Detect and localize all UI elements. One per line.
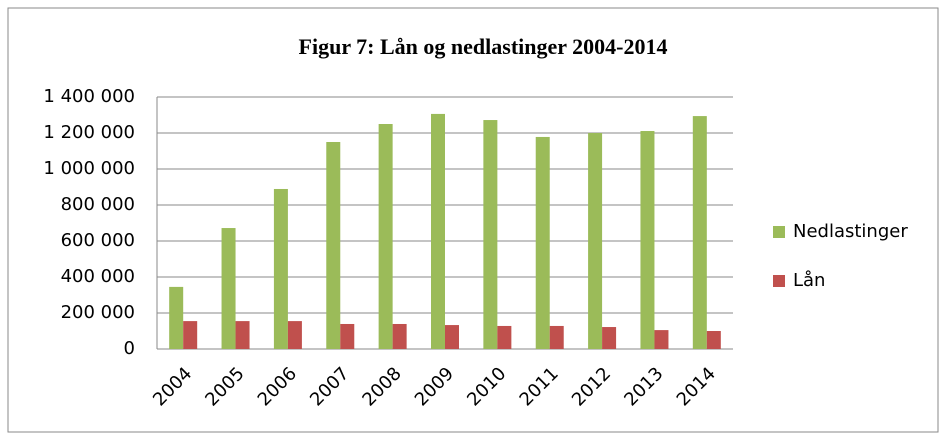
bar [445,325,459,349]
y-tick-label: 400 000 [61,266,135,287]
chart-border [7,7,939,433]
bar [221,228,236,349]
y-tick-label: 800 000 [61,194,135,215]
legend-swatch [773,226,785,238]
bar [640,131,655,349]
y-tick-label: 1 200 000 [43,122,135,143]
bar [183,321,198,349]
bar [287,321,302,349]
bar [431,113,445,349]
y-tick-label: 600 000 [61,230,135,251]
bar [588,133,603,349]
bar [692,116,707,349]
bar [497,325,512,349]
y-tick-label: 1 400 000 [43,86,135,107]
bar [483,120,498,349]
y-tick-label: 0 [124,338,135,359]
bar [273,188,288,349]
bar [535,136,550,349]
y-tick-label: 200 000 [61,302,135,323]
bar [169,286,184,349]
bar [326,142,341,349]
bar [602,327,617,349]
bar [235,321,250,349]
bar [654,330,669,349]
legend-label: Nedlastinger [793,221,908,242]
legend-swatch [773,275,785,287]
chart-title: Figur 7: Lån og nedlastinger 2004-2014 [299,34,668,59]
bar [549,325,564,349]
legend-label: Lån [793,270,825,291]
bar [378,124,393,349]
y-tick-label: 1 000 000 [43,158,135,179]
bar [340,323,355,349]
bar [706,331,721,349]
bar [392,323,407,349]
